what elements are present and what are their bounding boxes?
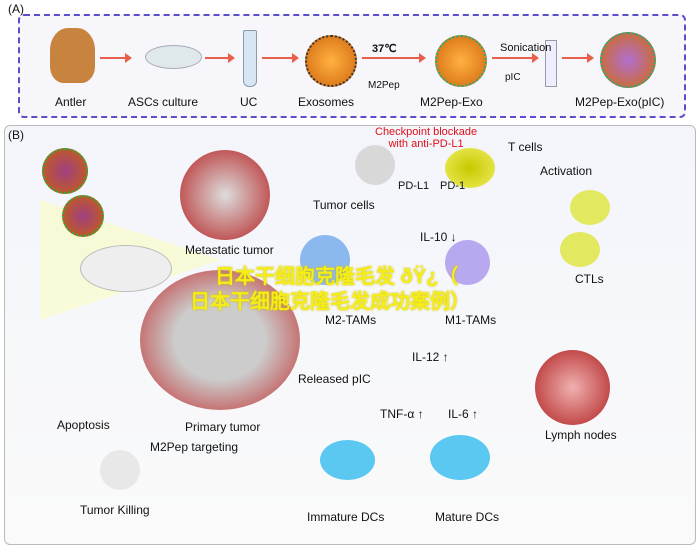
panel-b-label: (B) [8, 128, 24, 142]
m2pep-exo-icon [435, 35, 487, 87]
m2pep-label: M2Pep [368, 80, 400, 91]
activation-label: Activation [540, 164, 593, 178]
apoptosis-label: Apoptosis [57, 418, 110, 432]
m2pep-exo-pic-icon [600, 32, 656, 88]
checkpoint-label: Checkpoint blockade with anti-PD-L1 [375, 126, 478, 150]
step-label: ASCs culture [128, 95, 199, 109]
step-label: M2Pep-Exo(pIC) [575, 95, 665, 109]
arrow [362, 53, 426, 63]
m2pep-targeting-label: M2Pep targeting [150, 440, 239, 454]
step-label: Antler [55, 95, 87, 109]
mouse-icon [80, 245, 172, 292]
petri-dish-icon [145, 45, 202, 69]
arrow [562, 53, 594, 63]
deer-icon [50, 28, 95, 83]
m1-tams-label: M1-TAMs [445, 313, 497, 327]
watermark-line2: 日本干细胞克隆毛发成功案例） [190, 291, 470, 313]
sonication-label: Sonication [500, 42, 552, 54]
nanoparticle-icon [42, 148, 88, 194]
mature-dcs-label: Mature DCs [435, 510, 500, 524]
tube-icon [243, 30, 257, 87]
arrow [492, 53, 539, 63]
arrow [100, 53, 132, 63]
step-label: Exosomes [298, 95, 355, 109]
mature-dc-icon [430, 435, 490, 480]
t-cells-label: T cells [508, 140, 543, 154]
il12-label: IL-12 ↑ [412, 350, 449, 364]
m2-tams-label: M2-TAMs [325, 313, 377, 327]
il10-label: IL-10 ↓ [420, 230, 457, 244]
metastatic-label: Metastatic tumor [185, 243, 274, 257]
arrow [205, 53, 235, 63]
primary-tumor-icon [140, 270, 300, 410]
t-cell-icon [445, 148, 495, 188]
ctls-label: CTLs [575, 272, 604, 286]
nanoparticle-icon [62, 195, 104, 237]
immature-dc-icon [320, 440, 375, 480]
pd-l1-label: PD-L1 [398, 180, 430, 192]
lymph-node-icon [535, 350, 610, 425]
step-label: UC [240, 95, 258, 109]
released-pic-label: Released pIC [298, 372, 371, 386]
ctl-icon [570, 190, 610, 225]
metastatic-tumor-icon [180, 150, 270, 240]
lymph-nodes-label: Lymph nodes [545, 428, 617, 442]
tnf-label: TNF-α ↑ [380, 407, 424, 421]
m1-tam-icon [445, 240, 490, 285]
pd-1-label: PD-1 [440, 180, 466, 192]
temperature: 37℃ [372, 43, 397, 55]
dead-tumor-icon [100, 450, 140, 490]
exosome-icon [305, 35, 357, 87]
sonication-tube-icon [545, 40, 557, 87]
tumor-cell-icon [355, 145, 395, 185]
step-label: M2Pep-Exo [420, 95, 483, 109]
pic-label: pIC [505, 72, 521, 83]
watermark-line1: 日本干细胞克隆毛发 ðŸ¿（ [215, 266, 459, 288]
arrow [262, 53, 299, 63]
tumor-killing-label: Tumor Killing [80, 503, 150, 517]
primary-tumor-label: Primary tumor [185, 420, 261, 434]
tumor-cells-label: Tumor cells [313, 198, 375, 212]
immature-dcs-label: Immature DCs [307, 510, 385, 524]
panel-a-label: (A) [8, 2, 24, 16]
ctl-icon [560, 232, 600, 267]
m2-tam-icon [300, 235, 350, 285]
il6-label: IL-6 ↑ [448, 407, 479, 421]
